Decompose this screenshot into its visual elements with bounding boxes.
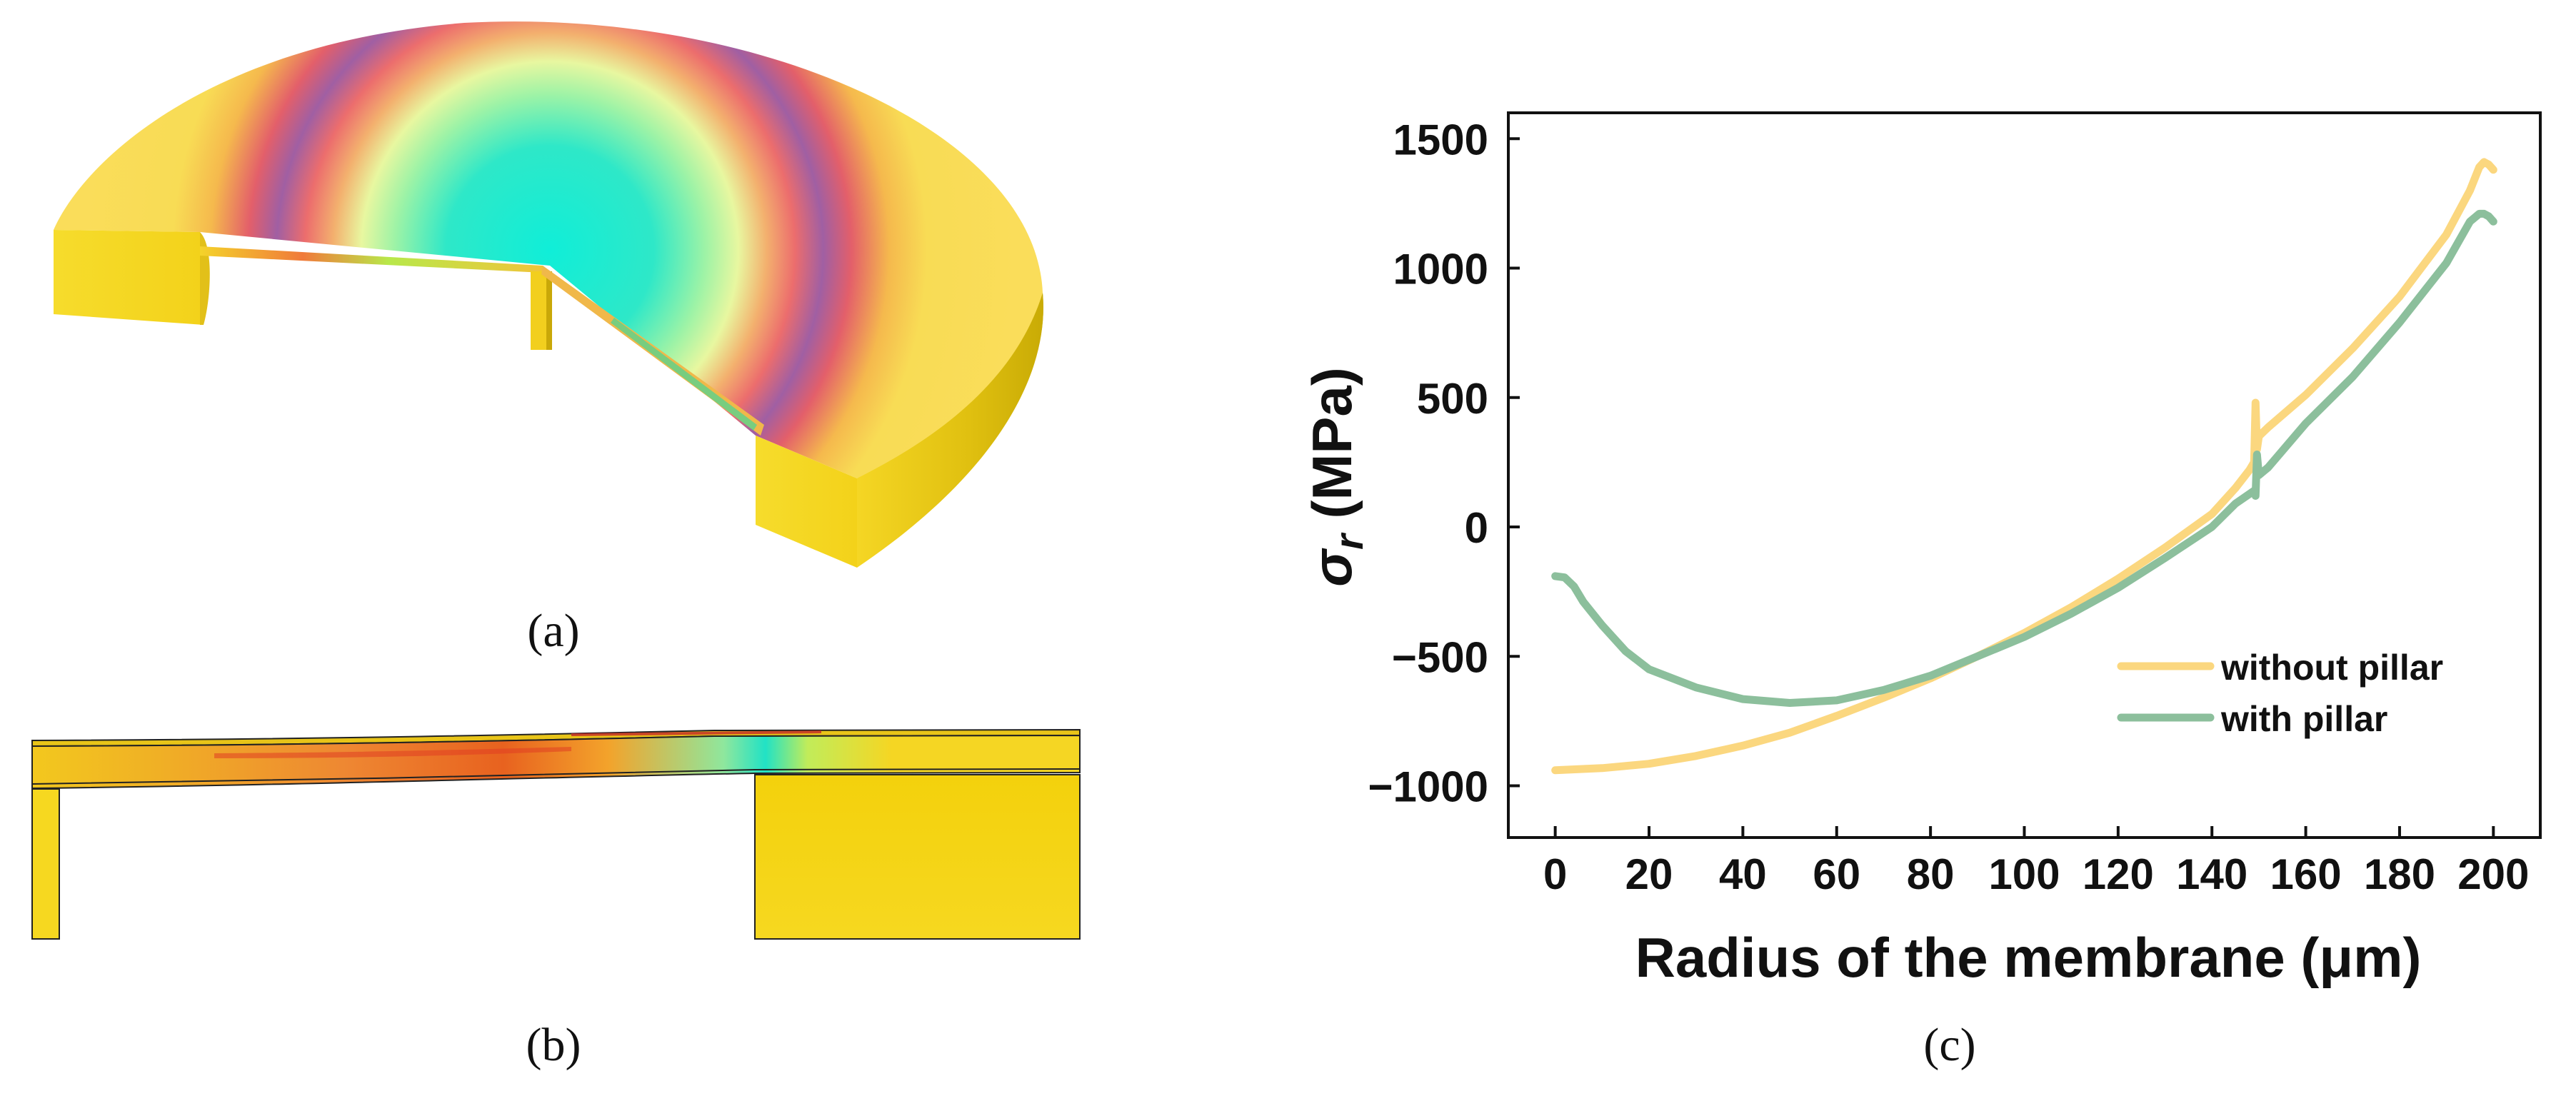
membrane-bottom-line (31, 768, 1081, 785)
legend-label: without pillar (2220, 648, 2443, 688)
panel-b-cross-section (31, 728, 1081, 940)
series-line-with-pillar (1551, 209, 2497, 707)
x-tick-label: 80 (1907, 850, 1955, 898)
x-tick-label: 100 (1988, 850, 2060, 898)
x-tick-label: 60 (1813, 850, 1860, 898)
y-axis-ticks: −1000 −500 0 500 1000 1500 (1368, 116, 1520, 811)
y-axis-label: σr (MPa) (1300, 367, 1371, 587)
membrane-section-left (200, 246, 543, 273)
caption-a: (a) (527, 605, 579, 657)
disk-top-surface (54, 21, 1043, 478)
membrane-stress-streak (214, 747, 571, 758)
left-support (31, 788, 60, 940)
disk-outer-wall-front (857, 293, 1043, 568)
membrane-section-right-stress (611, 318, 757, 431)
y-tick-label: 0 (1465, 504, 1488, 552)
y-tick-label: 1500 (1393, 116, 1488, 164)
x-tick-label: 200 (2457, 850, 2529, 898)
y-tick-label: −500 (1392, 633, 1488, 681)
x-tick-label: 40 (1719, 850, 1767, 898)
membrane-top-stress-streak (571, 730, 821, 736)
y-tick-label: 1000 (1393, 246, 1488, 293)
membrane-main-layer (31, 734, 1081, 790)
panel-a-3d-model (54, 21, 1043, 568)
y-axis-unit: (MPa) (1300, 367, 1363, 534)
y-tick-label: −1000 (1368, 763, 1488, 811)
x-axis-label: Radius of the membrane (μm) (1635, 926, 2422, 989)
chart-legend: without pillar with pillar (2117, 648, 2443, 739)
series-lines (1551, 158, 2497, 775)
y-tick-label: 500 (1417, 375, 1488, 423)
x-tick-label: 120 (2083, 850, 2154, 898)
disk-cutout-inner-left (200, 232, 210, 325)
x-tick-label: 140 (2176, 850, 2247, 898)
x-tick-label: 20 (1625, 850, 1673, 898)
caption-b: (b) (526, 1019, 581, 1071)
stress-line-chart: −1000 −500 0 500 1000 1500 0 20 40 60 80 100 120 140… (1300, 111, 2542, 989)
y-axis-symbol: σ (1300, 548, 1363, 587)
x-tick-label: 0 (1543, 850, 1567, 898)
legend-label: with pillar (2220, 699, 2387, 739)
x-axis-ticks: 0 20 40 60 80 100 120 140 160 180 200 (1543, 826, 2529, 898)
disk-cutout-face-left (54, 230, 204, 325)
x-tick-label: 180 (2364, 850, 2435, 898)
caption-c: (c) (1923, 1019, 1975, 1071)
x-tick-label: 160 (2270, 850, 2342, 898)
series-line-without-pillar (1551, 158, 2497, 775)
right-block (754, 774, 1081, 940)
center-pillar-shade (546, 271, 552, 350)
y-axis-subscript: r (1326, 532, 1371, 550)
right-support-block (756, 436, 857, 568)
